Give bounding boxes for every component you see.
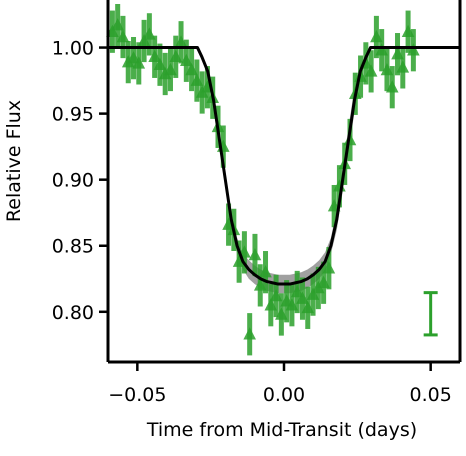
- x-tick-label: 0.00: [263, 384, 305, 406]
- data-point: [385, 66, 399, 109]
- data-point: [407, 29, 420, 72]
- data-point: [364, 50, 378, 93]
- data-point: [243, 313, 256, 356]
- data-points-layer: [106, 3, 420, 356]
- data-point-marker: [364, 64, 378, 77]
- x-axis-title: Time from Mid-Transit (days): [146, 419, 417, 441]
- ticks-layer: 0.80 0.85 0.90 0.95 1.00 −0.05 0.00 0.05: [52, 38, 452, 406]
- y-tick-label: 0.90: [52, 170, 94, 192]
- data-point: [132, 42, 146, 85]
- data-point-marker: [396, 60, 410, 73]
- data-point: [396, 46, 410, 89]
- data-point: [248, 233, 262, 277]
- data-point-marker: [407, 43, 420, 56]
- y-tick-label: 0.95: [52, 104, 94, 126]
- data-point: [116, 15, 130, 59]
- y-tick-label: 0.80: [52, 302, 94, 324]
- data-point-marker: [385, 80, 399, 93]
- data-point-marker: [322, 261, 336, 274]
- x-tick-label: −0.05: [108, 384, 166, 406]
- y-tick-label: 0.85: [52, 236, 94, 258]
- data-point-marker: [259, 265, 272, 278]
- y-axis-title: Relative Flux: [3, 100, 25, 222]
- model-curve: [108, 46, 460, 286]
- data-point: [259, 251, 272, 294]
- y-tick-label: 1.00: [52, 38, 94, 60]
- x-tick-label: 0.05: [410, 384, 452, 406]
- data-point-marker: [243, 327, 256, 340]
- data-point-marker: [116, 29, 130, 43]
- data-point-marker: [132, 56, 146, 69]
- data-point-marker: [248, 247, 262, 261]
- typical-errorbar-layer: [423, 291, 438, 337]
- model-curve-layer: [108, 46, 460, 286]
